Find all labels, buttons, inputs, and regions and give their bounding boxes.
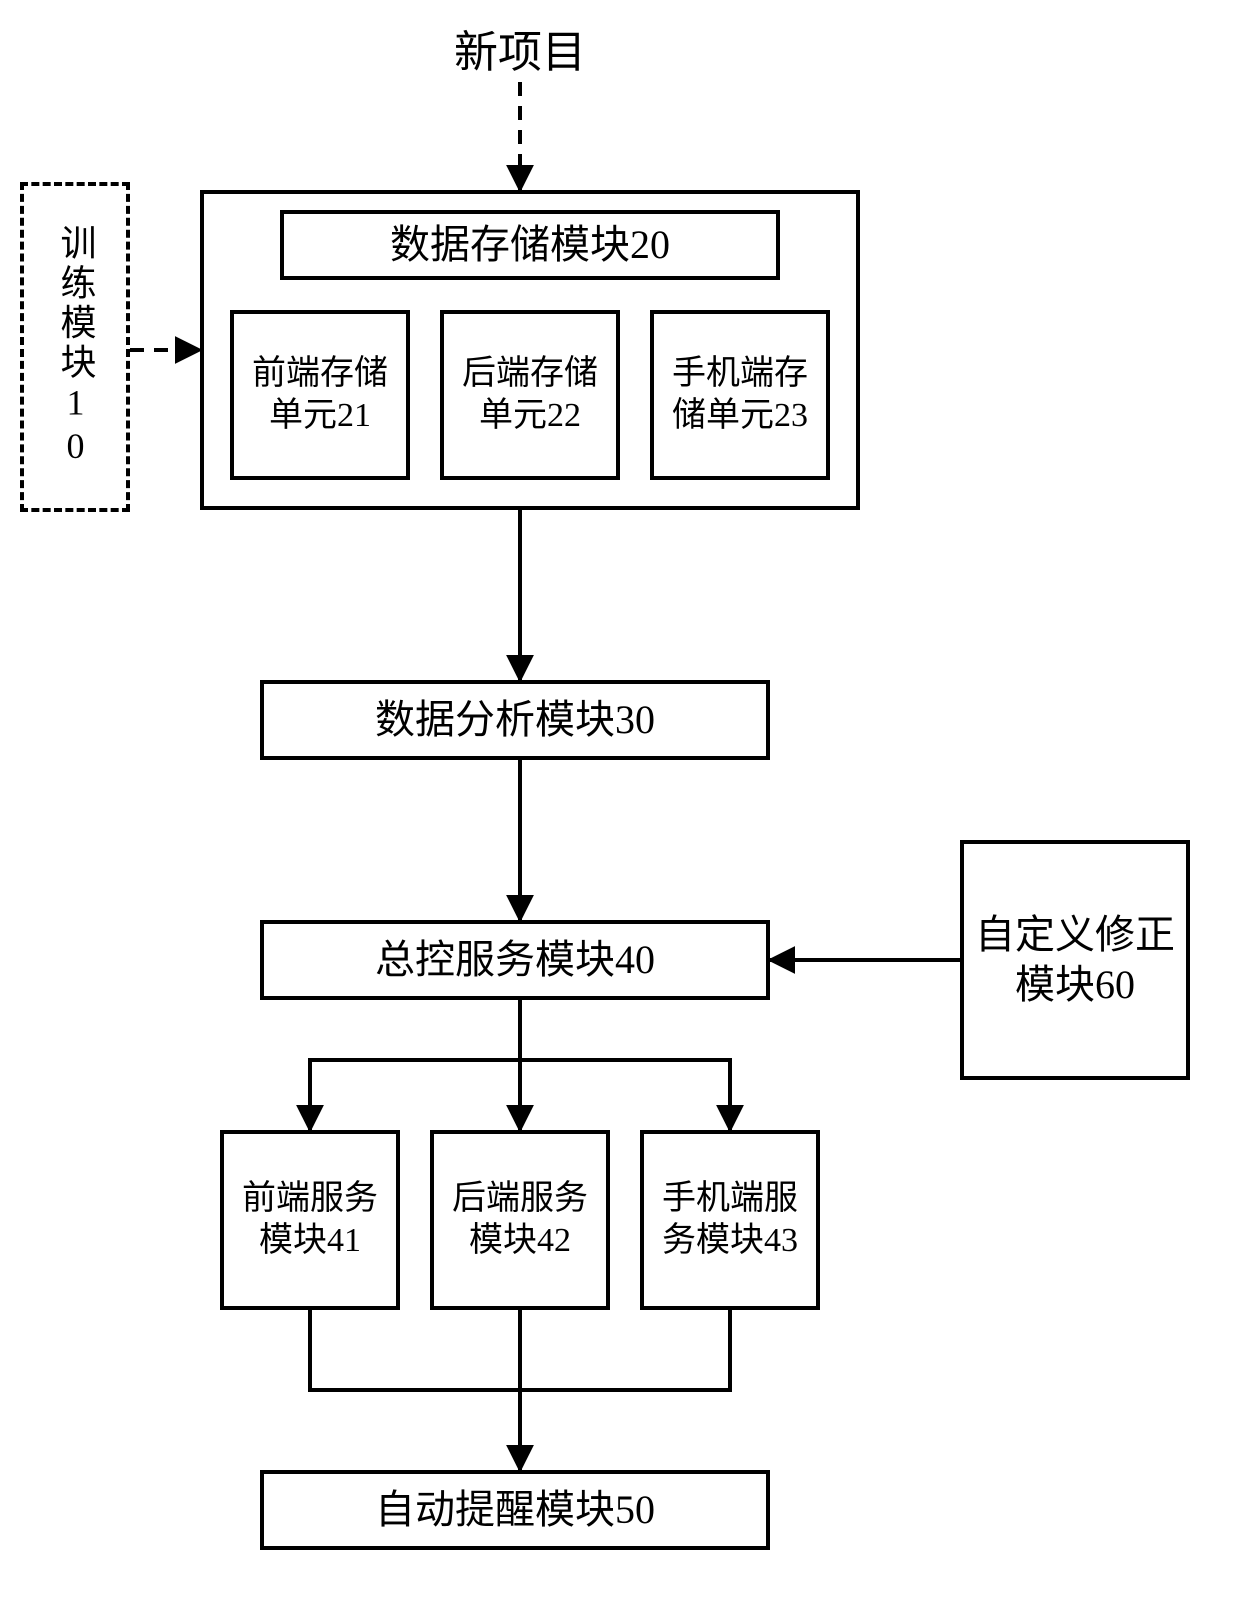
node-label: 手机端服务模块43 bbox=[650, 1178, 810, 1263]
node-label: 前端服务模块41 bbox=[230, 1178, 390, 1263]
node-storage-title: 数据存储模块20 bbox=[280, 210, 780, 280]
flowchart-canvas: 新项目 训练模块10 数据存储模块20 前端存储单元21 后端存储单元22 手机… bbox=[0, 0, 1240, 1599]
node-label: 训练模块10 bbox=[53, 224, 98, 470]
node-reminder: 自动提醒模块50 bbox=[260, 1470, 770, 1550]
node-back-service: 后端服务模块42 bbox=[430, 1130, 610, 1310]
node-control: 总控服务模块40 bbox=[260, 920, 770, 1000]
node-new-project: 新项目 bbox=[380, 22, 660, 82]
node-train-module: 训练模块10 bbox=[20, 182, 130, 512]
edge-control-to-mobile_service bbox=[520, 1000, 730, 1130]
node-label: 总控服务模块40 bbox=[375, 935, 655, 985]
node-label: 自定义修正模块60 bbox=[970, 910, 1180, 1010]
node-custom-fix: 自定义修正模块60 bbox=[960, 840, 1190, 1080]
node-label: 数据分析模块30 bbox=[375, 695, 655, 745]
node-mobile-store: 手机端存储单元23 bbox=[650, 310, 830, 480]
node-front-store: 前端存储单元21 bbox=[230, 310, 410, 480]
node-label: 手机端存储单元23 bbox=[660, 353, 820, 438]
node-back-store: 后端存储单元22 bbox=[440, 310, 620, 480]
edge-front_service-to-reminder bbox=[310, 1310, 520, 1390]
edge-mobile_service-to-reminder bbox=[520, 1310, 730, 1390]
edge-control-to-front_service bbox=[310, 1000, 520, 1130]
node-label: 数据存储模块20 bbox=[390, 220, 670, 270]
node-analysis: 数据分析模块30 bbox=[260, 680, 770, 760]
node-mobile-service: 手机端服务模块43 bbox=[640, 1130, 820, 1310]
node-label: 前端存储单元21 bbox=[240, 353, 400, 438]
node-label: 后端存储单元22 bbox=[450, 353, 610, 438]
node-label: 新项目 bbox=[454, 25, 586, 80]
node-front-service: 前端服务模块41 bbox=[220, 1130, 400, 1310]
node-label: 后端服务模块42 bbox=[440, 1178, 600, 1263]
node-label: 自动提醒模块50 bbox=[375, 1485, 655, 1535]
